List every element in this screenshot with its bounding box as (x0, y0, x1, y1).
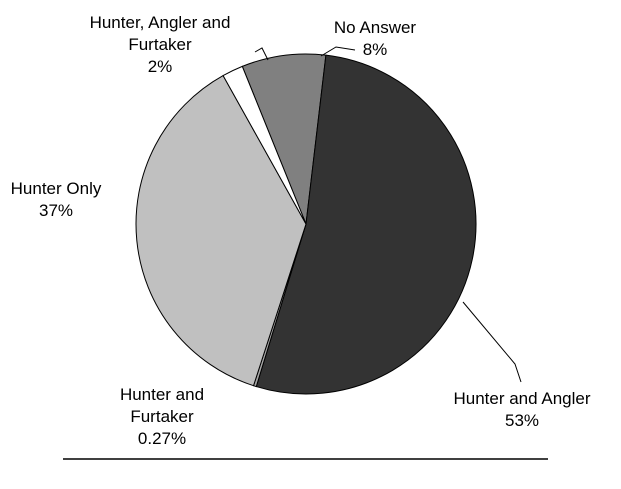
slice-label-line: Hunter, Angler and (90, 13, 231, 32)
slice-label-line: 53% (505, 411, 539, 430)
slice-label-1: Hunter and Angler 53% (453, 389, 590, 430)
slice-label-line: Hunter Only (11, 179, 102, 198)
leader-line-0 (320, 46, 356, 57)
slice-label-line: 37% (39, 201, 73, 220)
leader-line-4 (254, 47, 269, 61)
pie-slice-1 (255, 54, 477, 395)
slice-label-line: No Answer (334, 18, 417, 37)
pie-slice-4 (222, 65, 307, 225)
slice-label-4: Hunter, Angler and Furtaker 2% (90, 13, 231, 76)
slice-label-3: Hunter Only 37% (11, 179, 102, 220)
leader-lines (254, 46, 522, 383)
leader-line-1 (462, 301, 522, 383)
pie-slice-3 (135, 74, 307, 387)
slice-label-line: 8% (363, 40, 388, 59)
slice-label-0: No Answer 8% (334, 18, 417, 59)
slice-label-2: Hunter and Furtaker 0.27% (120, 385, 204, 448)
slice-label-line: 2% (148, 57, 173, 76)
slice-label-line: Hunter and (120, 385, 204, 404)
slice-label-line: Furtaker (128, 35, 192, 54)
slice-label-line: Furtaker (130, 407, 194, 426)
slice-labels: No Answer 8%Hunter and Angler 53%Hunter an… (11, 13, 591, 448)
slice-label-line: Hunter and Angler (453, 389, 590, 408)
pie-slices (135, 53, 477, 395)
slice-label-line: 0.27% (138, 429, 186, 448)
